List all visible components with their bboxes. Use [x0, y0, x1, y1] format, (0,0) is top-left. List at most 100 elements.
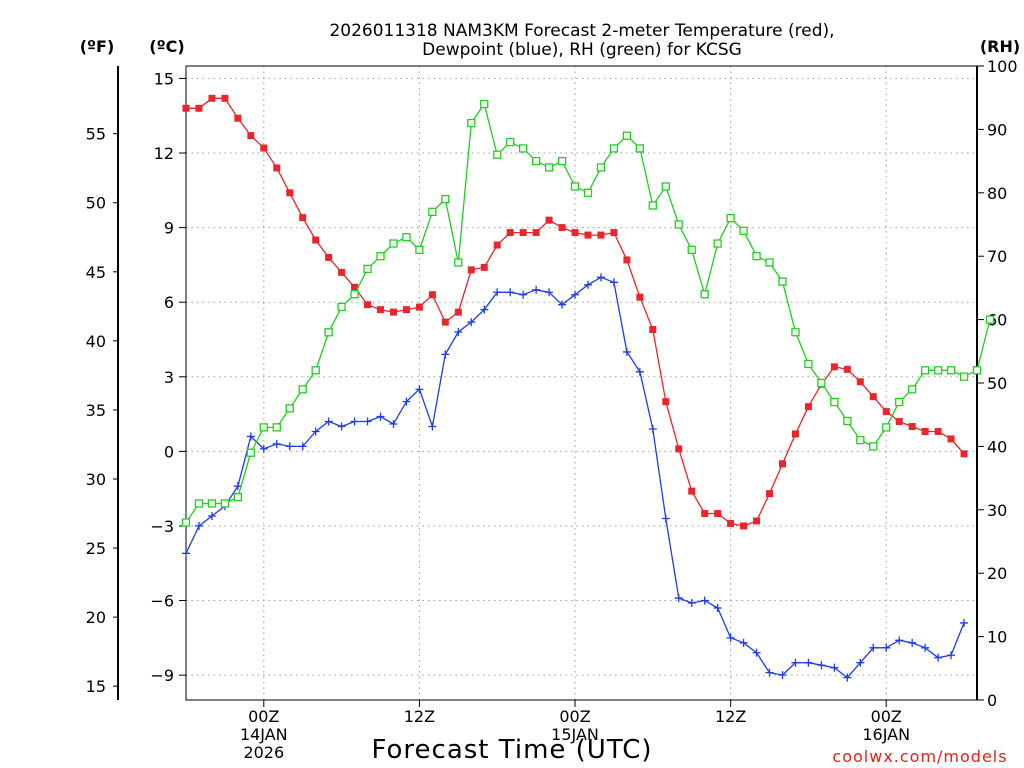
rh-point	[363, 264, 372, 274]
temperature-point	[545, 216, 553, 224]
rh-point	[428, 207, 437, 216]
temperature-point	[753, 517, 761, 525]
celsius-tick-label: 15	[154, 69, 174, 88]
dewpoint-line	[185, 276, 965, 679]
temperature-point	[558, 224, 566, 232]
dewpoint-point	[778, 671, 787, 680]
dewpoint-point	[467, 318, 476, 327]
temperature-point	[208, 94, 216, 102]
dewpoint-point	[765, 668, 774, 677]
dewpoint-point	[493, 288, 502, 297]
series-temperature	[182, 94, 968, 530]
dewpoint-point	[571, 290, 580, 299]
dewpoint-point	[843, 673, 852, 682]
temperature-point	[247, 132, 255, 140]
rh-point	[389, 239, 398, 248]
temperature-point	[506, 229, 514, 237]
rh-point	[467, 118, 476, 128]
dewpoint-point	[622, 347, 631, 356]
temperature-point	[636, 293, 644, 301]
dewpoint-point	[259, 444, 268, 453]
dewpoint-point	[869, 643, 878, 652]
rh-point	[583, 188, 593, 197]
dewpoint-point	[739, 638, 748, 647]
temperature-point	[454, 308, 462, 316]
celsius-tick-label: 0	[164, 442, 174, 461]
rh-point	[687, 245, 696, 255]
dewpoint-point	[947, 651, 956, 660]
temperature-point	[584, 231, 592, 239]
dewpoint-point	[583, 280, 592, 289]
dewpoint-point	[298, 442, 307, 451]
rh-point	[635, 144, 645, 153]
rh-point	[415, 245, 424, 255]
temperature-point	[519, 229, 527, 237]
rh-point	[518, 144, 528, 153]
rh-point	[311, 366, 320, 375]
rh-point	[194, 499, 204, 508]
temperature-point	[299, 214, 307, 222]
x-tick-label: 12Z	[404, 707, 435, 726]
temperature-point	[610, 229, 618, 237]
rh-tick-label: 80	[987, 184, 1007, 203]
dewpoint-point	[506, 288, 515, 297]
dewpoint-point	[350, 417, 359, 426]
temperature-point	[260, 144, 268, 152]
fahrenheit-tick-label: 35	[86, 401, 106, 420]
dewpoint-point	[856, 658, 865, 667]
temperature-point	[934, 427, 942, 435]
rh-point	[259, 423, 268, 432]
axes	[113, 65, 984, 707]
rh-point	[454, 258, 463, 267]
rh-point	[544, 163, 554, 172]
rh-point	[181, 518, 191, 527]
temperature-point	[351, 283, 359, 291]
temperature-point	[273, 164, 281, 172]
dewpoint-point	[960, 618, 969, 627]
dewpoint-point	[441, 350, 450, 359]
series-layer	[181, 94, 995, 682]
rh-point	[493, 150, 502, 159]
rh-point	[350, 290, 359, 299]
temperature-point	[480, 263, 488, 271]
dewpoint-point	[908, 638, 917, 647]
dewpoint-point	[726, 633, 735, 642]
rh-point	[895, 397, 904, 407]
rh-point	[480, 99, 489, 109]
temperature-point	[869, 393, 877, 401]
temperature-point	[338, 268, 346, 276]
temperature-point	[428, 291, 436, 299]
dewpoint-point	[558, 300, 567, 309]
rh-tick-label: 60	[987, 311, 1007, 330]
temperature-point	[649, 326, 657, 334]
series-relative-humidity	[181, 99, 995, 527]
temperature-point	[830, 363, 838, 371]
rh-point	[570, 182, 580, 191]
rh-point	[337, 302, 346, 312]
dewpoint-point	[791, 658, 800, 667]
fahrenheit-tick-label: 45	[86, 263, 106, 282]
rh-point	[324, 328, 333, 337]
rh-tick-label: 40	[987, 437, 1007, 456]
rh-point	[402, 233, 411, 242]
rh-point	[985, 315, 995, 324]
celsius-tick-label: −6	[150, 592, 174, 611]
temperature-point	[714, 510, 722, 518]
temperature-point	[740, 522, 748, 530]
temperature-point	[947, 435, 955, 443]
dewpoint-point	[661, 514, 670, 523]
temperature-point	[234, 114, 242, 122]
dewpoint-point	[648, 424, 657, 433]
tick-labels: 15129630−3−6−955504540353025201510090807…	[86, 57, 1018, 762]
rh-point	[830, 397, 839, 407]
temperature-point	[727, 519, 735, 527]
dewpoint-point	[415, 385, 424, 394]
x-tick-label: 14JAN	[240, 725, 288, 744]
x-tick-label: 00Z	[559, 707, 590, 726]
rh-point	[609, 144, 619, 153]
rh-point	[804, 359, 813, 369]
rh-point	[648, 201, 657, 210]
rh-point	[959, 372, 969, 381]
chart-title-line1: 2026011318 NAM3KM Forecast 2-meter Tempe…	[329, 21, 834, 41]
